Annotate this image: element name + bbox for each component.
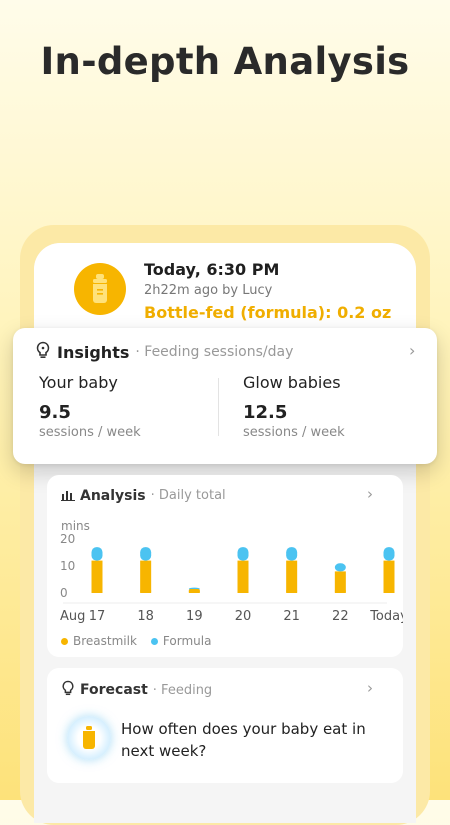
- chart-legend: Breastmilk Formula: [61, 634, 211, 648]
- log-detail: Bottle-fed (formula): 0.2 oz: [144, 303, 392, 322]
- insights-subtitle: · Feeding sessions/day: [135, 344, 294, 360]
- legend-breastmilk: Breastmilk: [73, 634, 137, 648]
- chevron-right-icon[interactable]: ›: [409, 341, 416, 360]
- x-tick-label: 19: [186, 609, 203, 624]
- bar-formula-18[interactable]: [140, 547, 152, 561]
- bar-breastmilk-18[interactable]: [140, 560, 152, 593]
- bar-base-today: [383, 589, 395, 593]
- glow-babies-value: 12.5: [243, 402, 288, 423]
- glow-babies-label: Glow babies: [243, 373, 341, 392]
- bar-base-19: [188, 589, 200, 593]
- bar-formula-today[interactable]: [383, 547, 395, 561]
- bar-base-22: [334, 589, 346, 593]
- forecast-card[interactable]: Forecast · Feeding › How often does your…: [47, 668, 403, 783]
- x-tick-label: 20: [235, 609, 252, 624]
- bar-base-17: [91, 589, 103, 593]
- log-ago: 2h22m ago by Lucy: [144, 283, 273, 298]
- bar-breastmilk-22[interactable]: [334, 571, 346, 593]
- log-time: Today, 6:30 PM: [144, 260, 280, 279]
- x-axis-month: Aug: [60, 609, 86, 624]
- x-tick-label: 18: [137, 609, 154, 624]
- bar-base-18: [140, 589, 152, 593]
- bar-formula-17[interactable]: [91, 547, 103, 561]
- headline: In-depth Analysis: [40, 40, 410, 83]
- y-tick-label: 10: [60, 559, 75, 573]
- bar-chart-icon: [61, 486, 75, 505]
- analysis-subtitle: · Daily total: [150, 488, 226, 503]
- formula-legend-dot: [150, 637, 158, 645]
- bar-base-20: [237, 589, 249, 593]
- y-tick-label: 0: [60, 586, 68, 600]
- forecast-bottle-icon: [67, 716, 111, 760]
- lightbulb-icon: [35, 341, 51, 363]
- bar-breastmilk-21[interactable]: [286, 560, 298, 593]
- y-tick-label: 20: [60, 532, 75, 546]
- bar-formula-21[interactable]: [286, 547, 298, 561]
- your-baby-stat: Your baby 9.5 sessions / week: [39, 373, 141, 440]
- breastmilk-legend-dot: [61, 637, 68, 645]
- bar-base-21: [286, 589, 298, 593]
- analysis-title: Analysis: [80, 487, 146, 504]
- bottle-icon: [74, 263, 126, 315]
- bar-formula-22[interactable]: [334, 563, 346, 572]
- legend-formula: Formula: [162, 634, 212, 648]
- your-baby-value: 9.5: [39, 402, 71, 423]
- x-tick-label: 22: [332, 609, 349, 624]
- glow-babies-unit: sessions / week: [243, 425, 345, 440]
- your-baby-unit: sessions / week: [39, 425, 141, 440]
- bar-breastmilk-today[interactable]: [383, 560, 395, 593]
- lightbulb-icon: [61, 680, 75, 700]
- insights-card[interactable]: Insights · Feeding sessions/day › Your b…: [13, 328, 437, 464]
- x-tick-label: Today: [369, 609, 403, 624]
- chevron-right-icon[interactable]: ›: [367, 485, 373, 503]
- forecast-title: Forecast: [80, 682, 148, 698]
- x-tick-label: 17: [89, 609, 106, 624]
- forecast-question: How often does your baby eat in next wee…: [121, 720, 366, 760]
- your-baby-label: Your baby: [39, 373, 118, 392]
- glow-babies-stat: Glow babies 12.5 sessions / week: [243, 373, 345, 440]
- chevron-right-icon[interactable]: ›: [367, 679, 373, 697]
- bar-breastmilk-17[interactable]: [91, 560, 103, 593]
- insights-title: Insights: [57, 342, 130, 362]
- y-axis-unit: mins: [61, 519, 90, 533]
- daily-total-chart: 0 10 20 17 18 19 20 21 22 Today: [60, 532, 403, 624]
- x-tick-label: 21: [283, 609, 300, 624]
- divider: [218, 378, 219, 436]
- forecast-subtitle: · Feeding: [152, 682, 213, 698]
- bar-formula-20[interactable]: [237, 547, 249, 561]
- bar-breastmilk-20[interactable]: [237, 560, 249, 593]
- analysis-card[interactable]: Analysis · Daily total › mins Aug 0 10 20 1…: [47, 475, 403, 657]
